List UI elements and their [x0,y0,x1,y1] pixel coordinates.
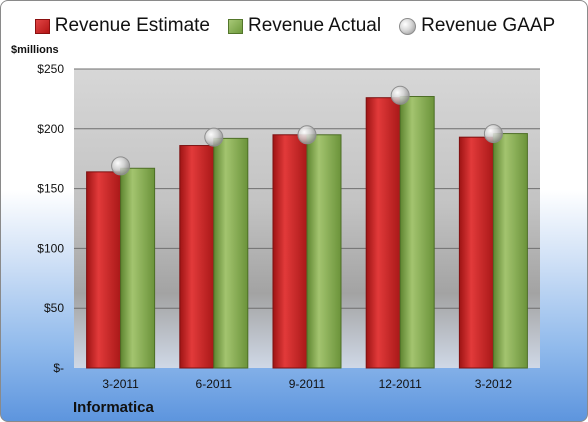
x-tick-label: 3-2012 [475,377,513,391]
marker-revenue-gaap [204,127,224,147]
legend-swatch-gaap [399,17,417,35]
y-tick-label: $50 [44,301,64,315]
bar-revenue-estimate [365,97,401,369]
bar-revenue-estimate [272,134,308,369]
marker-revenue-gaap [390,85,410,105]
legend: Revenue Estimate Revenue Actual Revenue … [1,15,587,37]
marker-revenue-gaap [111,156,131,176]
legend-label-estimate: Revenue Estimate [54,15,210,36]
x-tick-label: 6-2011 [196,377,233,391]
y-tick-label: $200 [37,122,64,136]
marker-revenue-gaap [483,124,503,144]
x-tick-label: 9-2011 [289,377,326,391]
y-axis-ticks: $- $50 $100 $150 $200 $250 [37,62,64,375]
bar-revenue-actual [492,133,528,369]
x-tick-label: 3-2011 [102,377,139,391]
bar-revenue-actual [213,137,249,369]
company-label: Informatica [73,399,154,416]
bars [86,96,528,369]
marker-revenue-gaap [297,125,317,145]
legend-swatch-estimate [34,18,50,34]
bar-revenue-estimate [458,136,494,369]
x-tick-label: 12-2011 [379,377,422,391]
bar-revenue-actual [399,96,435,369]
bar-revenue-actual [306,134,342,369]
legend-item-gaap: Revenue GAAP [399,15,555,37]
legend-label-actual: Revenue Actual [248,15,382,36]
x-axis-ticks: 3-2011 6-2011 9-2011 12-2011 3-2012 [102,377,512,391]
y-tick-label: $100 [37,241,64,255]
bar-revenue-actual [120,167,156,369]
y-tick-label: $- [53,361,64,375]
bar-revenue-estimate [179,145,215,369]
legend-item-estimate: Revenue Estimate [34,15,210,37]
legend-item-actual: Revenue Actual [228,15,381,37]
y-tick-label: $150 [37,182,64,196]
bar-revenue-estimate [86,171,122,369]
legend-label-gaap: Revenue GAAP [421,15,556,36]
legend-swatch-actual [228,18,243,34]
y-tick-label: $250 [37,62,64,76]
y-axis-unit-label: $millions [11,44,59,56]
gaap-markers [111,85,503,176]
